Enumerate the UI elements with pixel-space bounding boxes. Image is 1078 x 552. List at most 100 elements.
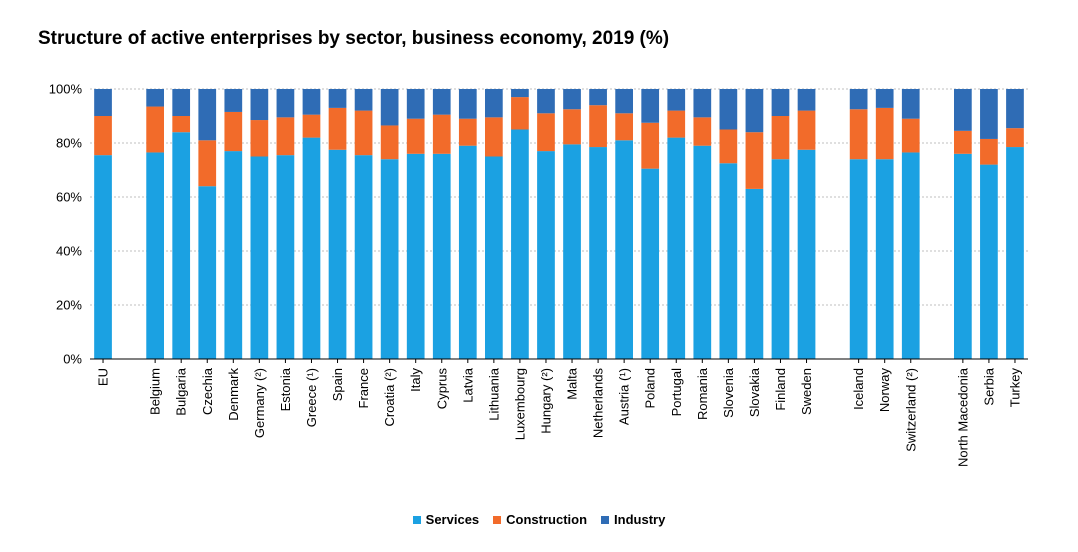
- x-tick-label: Norway: [877, 368, 892, 413]
- x-tick-label: Iceland: [851, 368, 866, 410]
- bar-construction: [198, 140, 217, 187]
- bar-construction: [667, 110, 686, 138]
- bar-services: [954, 153, 972, 359]
- bar-construction: [380, 125, 399, 160]
- y-tick-label: 0%: [63, 352, 82, 367]
- x-tick-label: France: [356, 368, 371, 408]
- bar-construction: [94, 116, 112, 156]
- labels: 0% 20% 40% 60% 80% 100% EU Belgium Bulgaria Czech…: [49, 82, 1023, 468]
- legend-swatch: [601, 515, 610, 524]
- bar-construction: [719, 129, 738, 164]
- bars: [94, 89, 1024, 359]
- bar-industry: [198, 89, 217, 141]
- bar-industry: [875, 89, 894, 108]
- bar-industry: [380, 89, 399, 126]
- bar-industry: [485, 89, 503, 118]
- gridlines: [90, 88, 1028, 306]
- bar-industry: [172, 89, 191, 116]
- bar-services: [146, 152, 164, 359]
- bar-construction: [797, 110, 816, 150]
- bar-construction: [406, 118, 425, 154]
- bar-industry: [980, 89, 998, 139]
- bar-construction: [875, 107, 894, 160]
- x-tick-label: Poland: [643, 368, 658, 408]
- bar-services: [901, 152, 920, 359]
- x-tick-label: Netherlands: [591, 368, 606, 439]
- bar-construction: [485, 117, 503, 157]
- x-tick-label: Slovakia: [747, 367, 762, 417]
- bar-services: [771, 159, 790, 359]
- x-tick-label: Romania: [695, 367, 710, 420]
- bar-services: [354, 155, 373, 359]
- bar-services: [511, 129, 529, 359]
- y-tick-label: 40%: [56, 244, 82, 259]
- bar-industry: [901, 89, 920, 119]
- bar-services: [537, 151, 555, 359]
- bar-industry: [849, 89, 868, 110]
- bar-services: [667, 137, 686, 359]
- legend-item-industry: Industry: [601, 512, 665, 527]
- bar-industry: [797, 89, 816, 111]
- axes: [90, 358, 1028, 363]
- bar-industry: [250, 89, 269, 121]
- bar-construction: [302, 114, 321, 138]
- x-tick-label: Spain: [330, 368, 345, 401]
- x-tick-label: Croatia (²): [382, 368, 397, 427]
- legend-item-services: Services: [412, 512, 480, 527]
- bar-industry: [432, 89, 451, 115]
- bar-industry: [328, 89, 347, 108]
- bar-industry: [406, 89, 425, 119]
- chart-title: Structure of active enterprises by secto…: [38, 28, 670, 49]
- legend-label: Services: [425, 512, 480, 527]
- bar-industry: [641, 89, 660, 123]
- bar-construction: [901, 118, 920, 153]
- legend-swatch: [493, 515, 502, 524]
- bar-services: [980, 164, 998, 359]
- bar-industry: [954, 89, 972, 131]
- bar-construction: [563, 109, 581, 145]
- bar-industry: [1006, 89, 1024, 129]
- x-tick-label: Germany (²): [252, 368, 267, 438]
- bar-construction: [172, 116, 191, 133]
- x-tick-label: Malta: [565, 367, 580, 400]
- x-tick-label: Bulgaria: [174, 367, 189, 415]
- bar-services: [380, 159, 399, 359]
- bar-services: [458, 145, 477, 359]
- bar-industry: [146, 89, 164, 107]
- bar-construction: [276, 117, 295, 156]
- bar-services: [563, 144, 581, 359]
- bar-services: [276, 155, 295, 359]
- bar-construction: [693, 117, 712, 146]
- x-tick-label: Luxembourg: [512, 368, 527, 440]
- y-tick-label: 80%: [56, 136, 82, 151]
- x-tick-label: Lithuania: [486, 367, 501, 421]
- legend-item-construction: Construction: [493, 512, 587, 527]
- bar-industry: [771, 89, 790, 116]
- bar-construction: [328, 107, 347, 150]
- bar-industry: [94, 89, 112, 116]
- bar-services: [745, 188, 764, 359]
- bar-construction: [146, 106, 164, 153]
- y-tick-label: 60%: [56, 190, 82, 205]
- bar-construction: [224, 111, 243, 152]
- bar-construction: [641, 122, 660, 169]
- x-tick-label: Slovenia: [721, 367, 736, 418]
- bar-services: [432, 153, 451, 359]
- bar-construction: [511, 97, 529, 130]
- x-tick-label: Greece (¹): [304, 368, 319, 427]
- bar-construction: [954, 130, 972, 154]
- x-tick-label: EU: [96, 368, 111, 386]
- x-tick-label: Italy: [408, 368, 423, 392]
- bar-industry: [511, 89, 529, 98]
- bar-construction: [432, 114, 451, 154]
- bar-services: [302, 137, 321, 359]
- x-tick-label: Serbia: [981, 367, 996, 405]
- bar-services: [328, 149, 347, 359]
- x-tick-label: Sweden: [799, 368, 814, 415]
- bar-industry: [224, 89, 243, 112]
- bar-construction: [537, 113, 555, 152]
- x-tick-label: Switzerland (²): [903, 368, 918, 452]
- x-tick-label: Cyprus: [434, 368, 449, 410]
- bar-construction: [615, 113, 633, 141]
